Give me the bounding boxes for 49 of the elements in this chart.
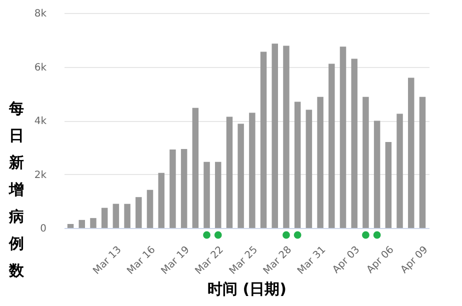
x-tick-label: Mar 25	[228, 244, 260, 277]
y-tick-label: 8k	[34, 8, 47, 20]
bar	[204, 162, 210, 228]
x-tick-label: Mar 22	[194, 244, 226, 277]
bar	[408, 78, 414, 228]
bar	[180, 148, 188, 228]
x-tick-label: Mar 16	[125, 244, 158, 277]
bar	[396, 114, 403, 228]
bar	[249, 112, 256, 228]
bar	[419, 96, 426, 228]
bar	[90, 218, 96, 228]
y-tick-label: 6k	[34, 62, 47, 74]
y-tick-label: 0	[40, 224, 46, 234]
bar	[67, 224, 74, 228]
x-tick-label: Apr 06	[364, 244, 396, 276]
bar	[214, 162, 222, 228]
y-tick-label: 4k	[34, 116, 47, 127]
x-tick-label: Apr 09	[398, 244, 430, 276]
bar	[112, 204, 120, 228]
y-axis-title: 每日新增病例数	[8, 100, 25, 280]
bar	[238, 124, 244, 228]
bar	[226, 116, 233, 228]
bar	[362, 96, 369, 228]
bar	[385, 142, 392, 228]
x-tick-label: Mar 19	[159, 244, 192, 277]
bar	[317, 96, 324, 228]
bar	[158, 172, 164, 228]
bar	[78, 220, 86, 228]
x-tick-label: Mar 13	[91, 244, 124, 277]
bar	[294, 102, 301, 228]
bar	[283, 46, 290, 228]
x-tick-label: Mar 31	[296, 244, 328, 277]
bar	[136, 197, 142, 228]
bar	[260, 52, 267, 228]
x-tick-label: Mar 28	[262, 244, 294, 277]
bar	[101, 208, 108, 228]
bar	[351, 58, 358, 228]
bar	[192, 108, 199, 228]
bar	[328, 64, 335, 228]
bar	[124, 204, 130, 228]
x-tick-label: Apr 03	[330, 244, 362, 276]
bar	[146, 190, 154, 228]
x-axis-title: 时间 (日期)	[208, 280, 286, 298]
bar	[374, 120, 380, 228]
y-tick-label: 2k	[34, 170, 47, 181]
bar	[170, 150, 176, 228]
bar	[306, 110, 312, 228]
bar	[272, 44, 278, 228]
bar	[340, 46, 346, 228]
